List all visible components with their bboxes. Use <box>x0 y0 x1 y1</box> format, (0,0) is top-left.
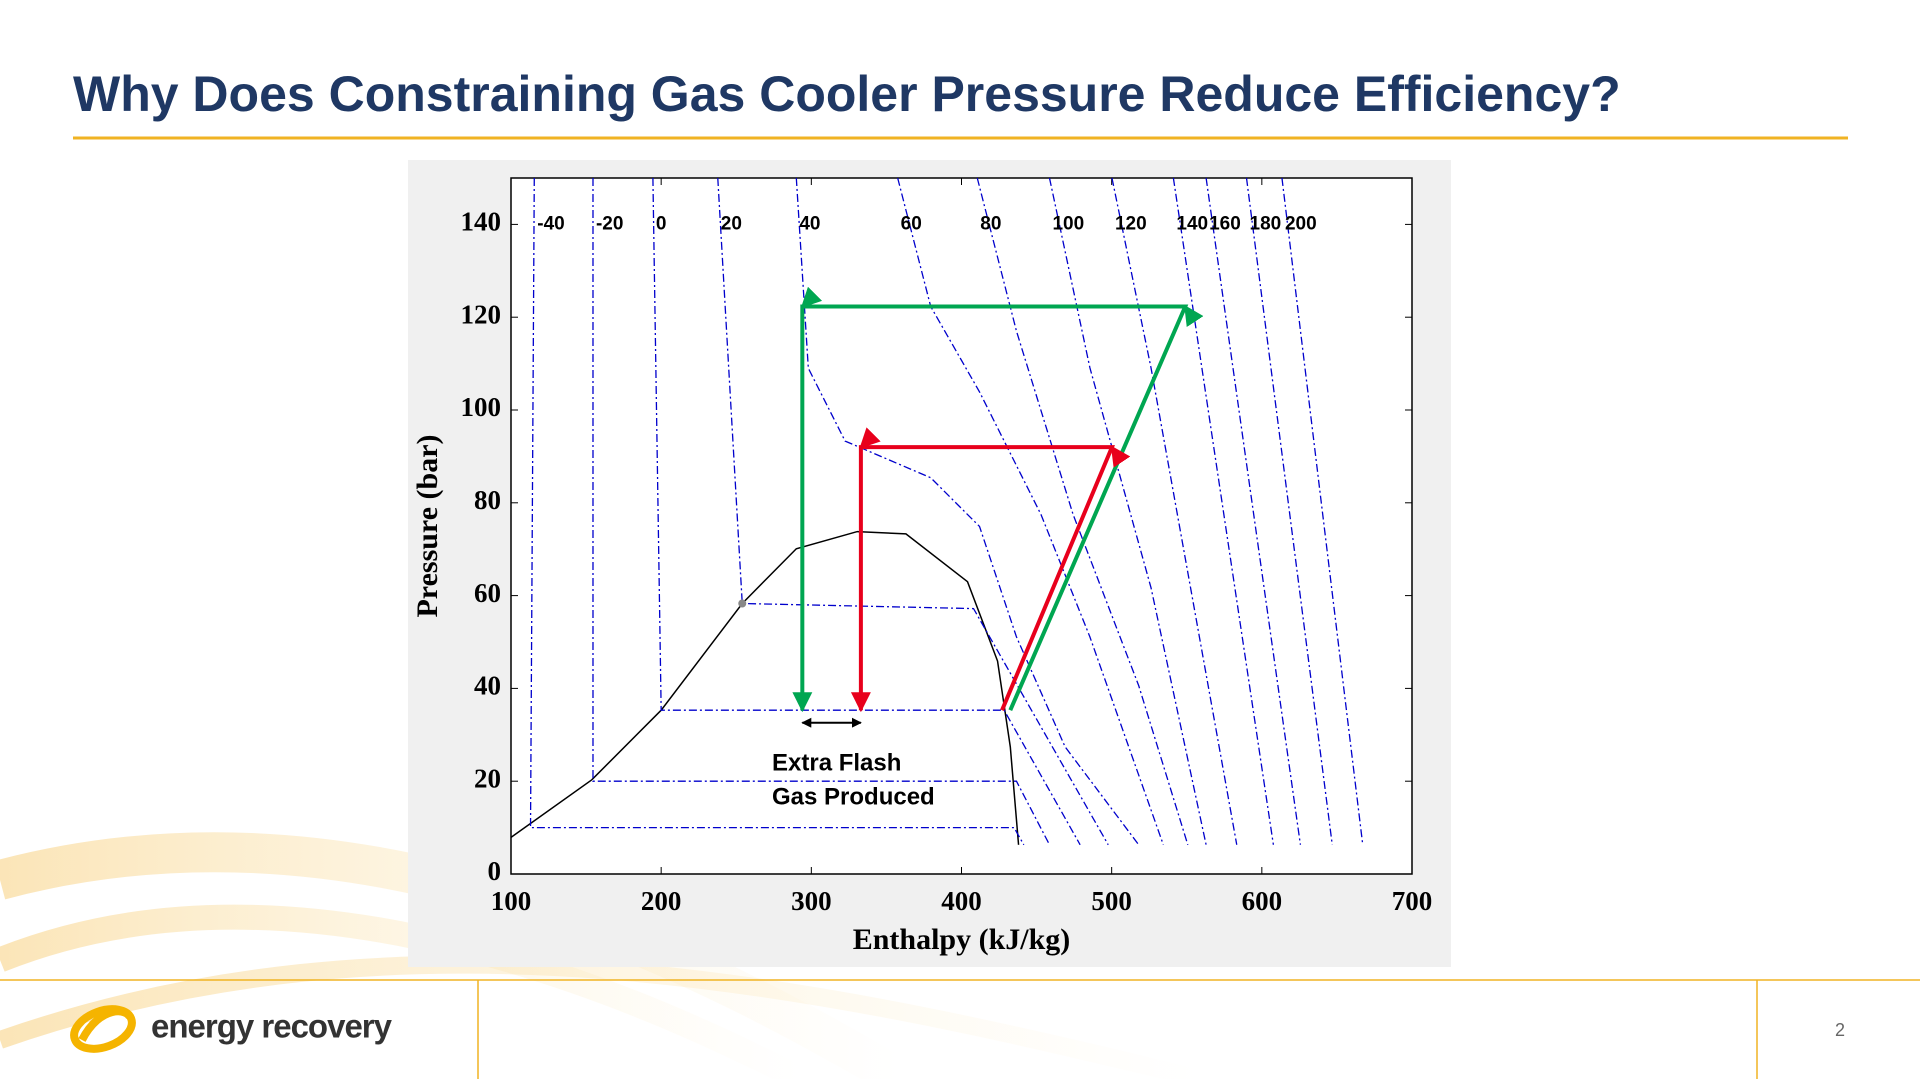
x-tick-label: 500 <box>1091 886 1132 916</box>
logo-text: energy recovery <box>151 1008 393 1045</box>
isotherm <box>1245 177 1333 845</box>
page-number: 2 <box>1835 1020 1845 1040</box>
isotherm-label: 120 <box>1115 213 1147 234</box>
isotherm <box>1205 177 1302 845</box>
isotherm-label: 60 <box>901 213 922 234</box>
slide-title: Why Does Constraining Gas Cooler Pressur… <box>73 66 1621 122</box>
x-axis-label: Enthalpy (kJ/kg) <box>853 923 1071 956</box>
isotherm <box>529 177 1025 846</box>
y-tick-label: 140 <box>461 207 502 237</box>
y-axis-label: Pressure (bar) <box>411 434 444 617</box>
y-tick-label: 120 <box>461 299 502 329</box>
y-tick-label: 0 <box>488 856 502 886</box>
isotherm-label: -20 <box>596 213 623 234</box>
y-tick-label: 40 <box>474 671 501 701</box>
isotherm-label: 160 <box>1209 213 1241 234</box>
x-tick-label: 300 <box>791 886 832 916</box>
isotherm-label: -40 <box>537 213 564 234</box>
x-tick-label: 400 <box>941 886 982 916</box>
isotherm-label: 140 <box>1176 213 1208 234</box>
isotherm <box>976 177 1189 845</box>
isotherm-label: 0 <box>656 213 667 234</box>
isotherm-label: 80 <box>980 213 1001 234</box>
isotherm-label: 180 <box>1250 213 1282 234</box>
plot-area <box>510 177 1413 875</box>
x-tick-label: 200 <box>641 886 682 916</box>
isotherm-label: 200 <box>1285 213 1317 234</box>
isotherm-label: 40 <box>799 213 820 234</box>
x-tick-label: 700 <box>1392 886 1433 916</box>
y-tick-label: 20 <box>474 763 501 793</box>
y-tick-label: 60 <box>474 578 501 608</box>
cycle-line <box>850 427 1131 713</box>
isotherm-label: 100 <box>1052 213 1084 234</box>
annotation: Gas Produced <box>772 783 935 810</box>
isotherm-label: 20 <box>721 213 742 234</box>
y-tick-label: 80 <box>474 485 501 515</box>
y-tick-label: 100 <box>461 392 502 422</box>
x-tick-label: 600 <box>1242 886 1283 916</box>
logo-icon <box>70 1005 136 1053</box>
annotation: Extra Flash <box>772 749 901 776</box>
isotherm <box>717 177 1109 846</box>
isotherm <box>592 178 1051 846</box>
x-tick-label: 100 <box>491 886 532 916</box>
critical-point <box>738 599 747 608</box>
